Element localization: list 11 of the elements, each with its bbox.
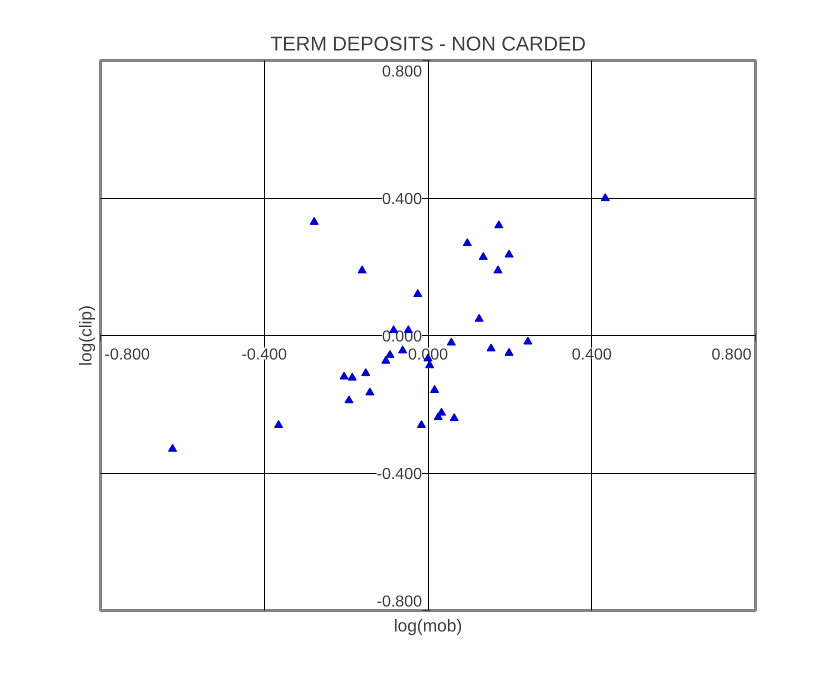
x-tick-label: 0.400 — [572, 346, 612, 364]
y-tick-label: -0.800 — [376, 594, 422, 610]
x-axis-title: log(mob) — [394, 616, 462, 636]
chart-title: TERM DEPOSITS - NON CARDED — [270, 34, 586, 56]
y-tick-label: -0.400 — [376, 466, 422, 483]
y-axis-title: log(clip) — [76, 305, 96, 366]
x-tick-label: -0.800 — [104, 346, 150, 364]
x-tick-label: 0.800 — [711, 346, 752, 364]
y-tick-label: 0.400 — [382, 191, 422, 208]
y-tick-label: 0.800 — [382, 64, 422, 80]
x-tick-label: -0.400 — [242, 346, 288, 364]
